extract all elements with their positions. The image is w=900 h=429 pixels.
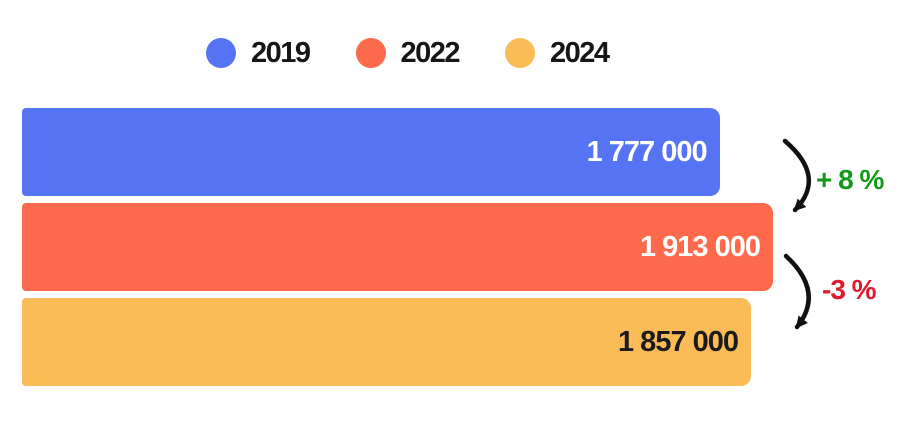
bar-2022: 1 913 000	[22, 203, 773, 291]
legend-label-2024: 2024	[550, 37, 610, 69]
legend-item-2022: 2022	[355, 37, 461, 69]
plot-area: 1 777 000 1 913 000 1 857 000	[22, 108, 773, 386]
arrow-2019-to-2022-icon	[782, 138, 812, 213]
bar-2019: 1 777 000	[22, 108, 720, 196]
legend-swatch-2022-icon	[355, 38, 386, 68]
legend-item-2019: 2019	[206, 37, 311, 69]
annotation-minus-3-percent: -3 %	[822, 274, 877, 305]
arrow-2022-to-2024-icon	[783, 253, 811, 330]
legend-swatch-2019-icon	[206, 38, 236, 68]
legend-label-2019: 2019	[251, 37, 311, 69]
bar-value-2022: 1 913 000	[639, 230, 761, 263]
legend-item-2024: 2024	[505, 37, 610, 69]
annotation-plus-8-percent: + 8 %	[816, 164, 884, 195]
bar-2024: 1 857 000	[22, 298, 752, 386]
legend: 2019 2022 2024	[206, 37, 610, 69]
bar-value-2024: 1 857 000	[618, 325, 739, 358]
legend-label-2022: 2022	[400, 37, 461, 69]
bar-value-2019: 1 777 000	[586, 135, 708, 168]
legend-swatch-2024-icon	[505, 38, 536, 68]
